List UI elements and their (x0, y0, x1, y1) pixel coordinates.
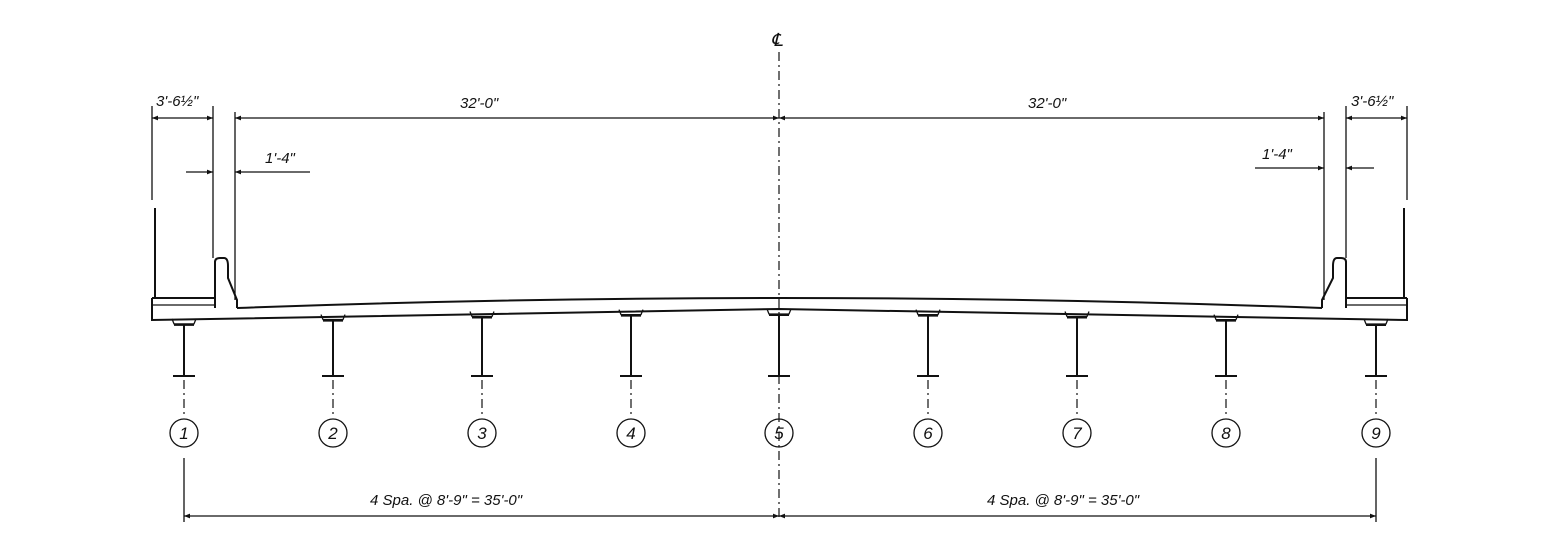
dimension-barrier-right: 1'-4" (1255, 146, 1374, 171)
dimension-roadway-right: 32'-0" (779, 95, 1324, 121)
girder-5: 5 (764, 308, 794, 448)
svg-text:32'-0": 32'-0" (460, 95, 499, 112)
deck-slab (151, 297, 1408, 322)
girders: 1 2 3 4 5 6 7 8 9 (169, 308, 1391, 448)
girder-label: 1 (179, 424, 188, 443)
girder-bubble (764, 418, 794, 448)
svg-text:1'-4": 1'-4" (1262, 146, 1293, 163)
dimension-overhang-left: 3'-6½" (152, 93, 213, 121)
svg-text:4 Spa. @ 8'-9" = 35'-0": 4 Spa. @ 8'-9" = 35'-0" (370, 492, 523, 509)
svg-text:32'-0": 32'-0" (1028, 95, 1067, 112)
dimension-barrier-left: 1'-4" (186, 150, 310, 175)
girder-bubble (1211, 418, 1241, 448)
dimension-overhang-right: 3'-6½" (1346, 93, 1407, 121)
girder-bubble (169, 418, 199, 448)
girder-bubble (913, 418, 943, 448)
girder-bubble (318, 418, 348, 448)
centerline-symbol: ℄ (771, 30, 783, 51)
girder-4: 4 (616, 309, 646, 448)
girder-label: 8 (1221, 424, 1231, 443)
girder-6: 6 (913, 309, 943, 448)
girder-label: 7 (1072, 424, 1082, 443)
girder-bubble (616, 418, 646, 448)
barrier-left (214, 257, 238, 308)
girder-label: 4 (626, 424, 635, 443)
svg-text:1'-4": 1'-4" (265, 150, 296, 167)
extension-lines (151, 106, 1408, 522)
dimension-roadway-left: 32'-0" (235, 95, 779, 121)
dimension-girder-spacing-left: 4 Spa. @ 8'-9" = 35'-0" (184, 492, 779, 519)
girder-bubble (1062, 418, 1092, 448)
girder-bubble (1361, 418, 1391, 448)
dimension-girder-spacing-right: 4 Spa. @ 8'-9" = 35'-0" (779, 492, 1376, 519)
girder-2: 2 (318, 314, 348, 448)
svg-text:3'-6½": 3'-6½" (1351, 93, 1394, 110)
girder-1: 1 (169, 318, 199, 448)
girder-3: 3 (467, 311, 497, 448)
girder-label: 3 (477, 424, 487, 443)
girder-label: 2 (327, 424, 338, 443)
girder-bubble (467, 418, 497, 448)
svg-text:4 Spa. @ 8'-9" = 35'-0": 4 Spa. @ 8'-9" = 35'-0" (987, 492, 1140, 509)
girder-label: 6 (923, 424, 933, 443)
girder-7: 7 (1062, 311, 1092, 448)
girder-label: 5 (774, 424, 784, 443)
svg-text:3'-6½": 3'-6½" (156, 93, 199, 110)
girder-8: 8 (1211, 314, 1241, 448)
girder-9: 9 (1361, 318, 1391, 448)
barrier-right (1321, 257, 1347, 308)
girder-label: 9 (1371, 424, 1381, 443)
